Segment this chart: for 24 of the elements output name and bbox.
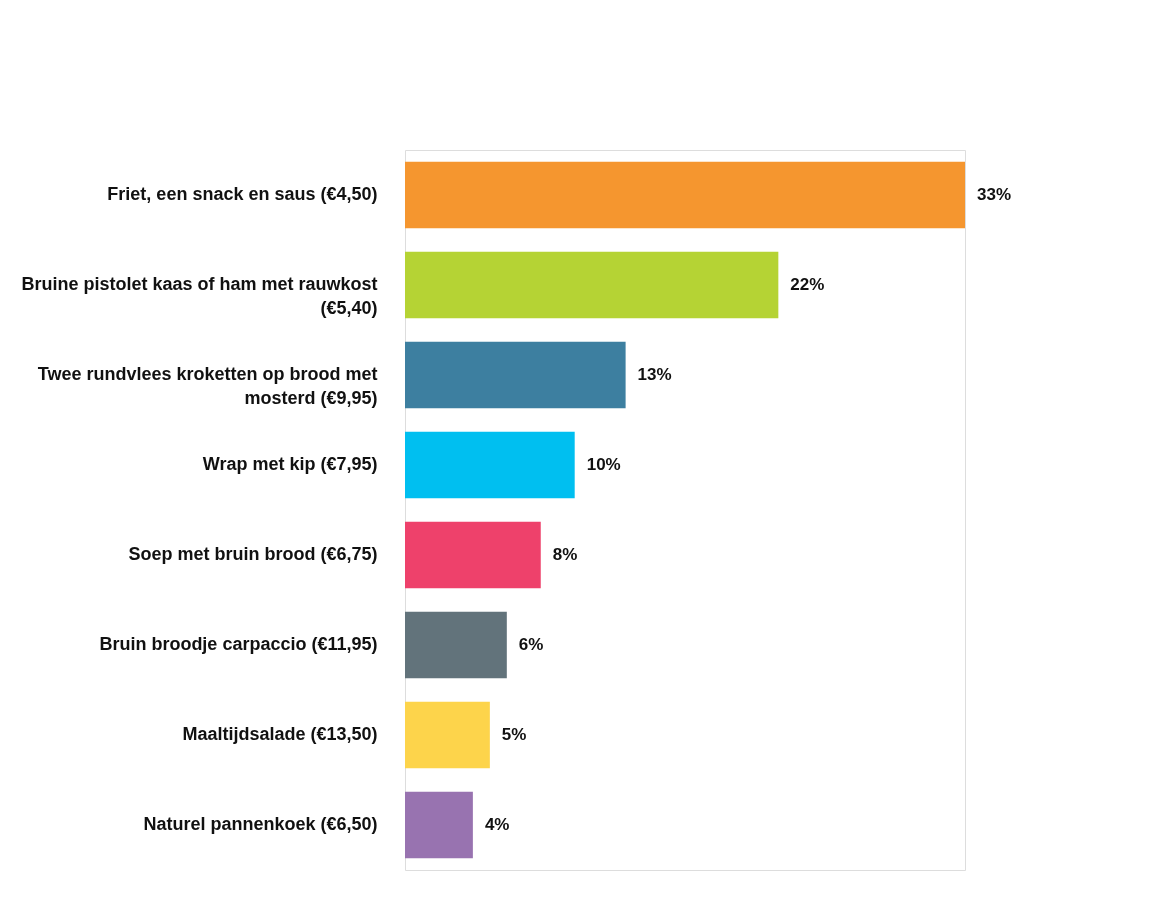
data-label: 5% [501, 725, 527, 744]
bar [405, 341, 626, 409]
bar [405, 611, 507, 679]
y-tick-label: Twee rundvlees kroketten op brood met mosterd (€9,95) [37, 364, 378, 408]
bar [405, 251, 779, 319]
bar [405, 701, 490, 769]
data-label: 8% [552, 545, 578, 564]
y-tick-label: Maaltijdsalade (€13,50) [182, 724, 378, 744]
y-tick-label: Bruin broodje carpaccio (€11,95) [99, 634, 378, 654]
y-tick-label: Bruine pistolet kaas of ham met rauwkost (€5,40) [21, 274, 378, 318]
data-label: 33% [977, 185, 1012, 204]
y-tick-label: Naturel pannenkoek (€6,50) [143, 814, 378, 834]
data-label: 10% [586, 455, 621, 474]
y-tick-label: Wrap met kip (€7,95) [202, 454, 378, 474]
data-label: 22% [790, 275, 825, 294]
y-tick-label: Soep met bruin brood (€6,75) [128, 544, 378, 564]
bar [405, 791, 473, 859]
bar [405, 431, 575, 499]
bar [405, 161, 965, 229]
y-tick-label: Friet, een snack en saus (€4,50) [107, 184, 378, 204]
data-label: 13% [637, 365, 672, 384]
bar [405, 521, 541, 589]
data-label: 6% [518, 635, 544, 654]
data-label: 4% [484, 815, 510, 834]
